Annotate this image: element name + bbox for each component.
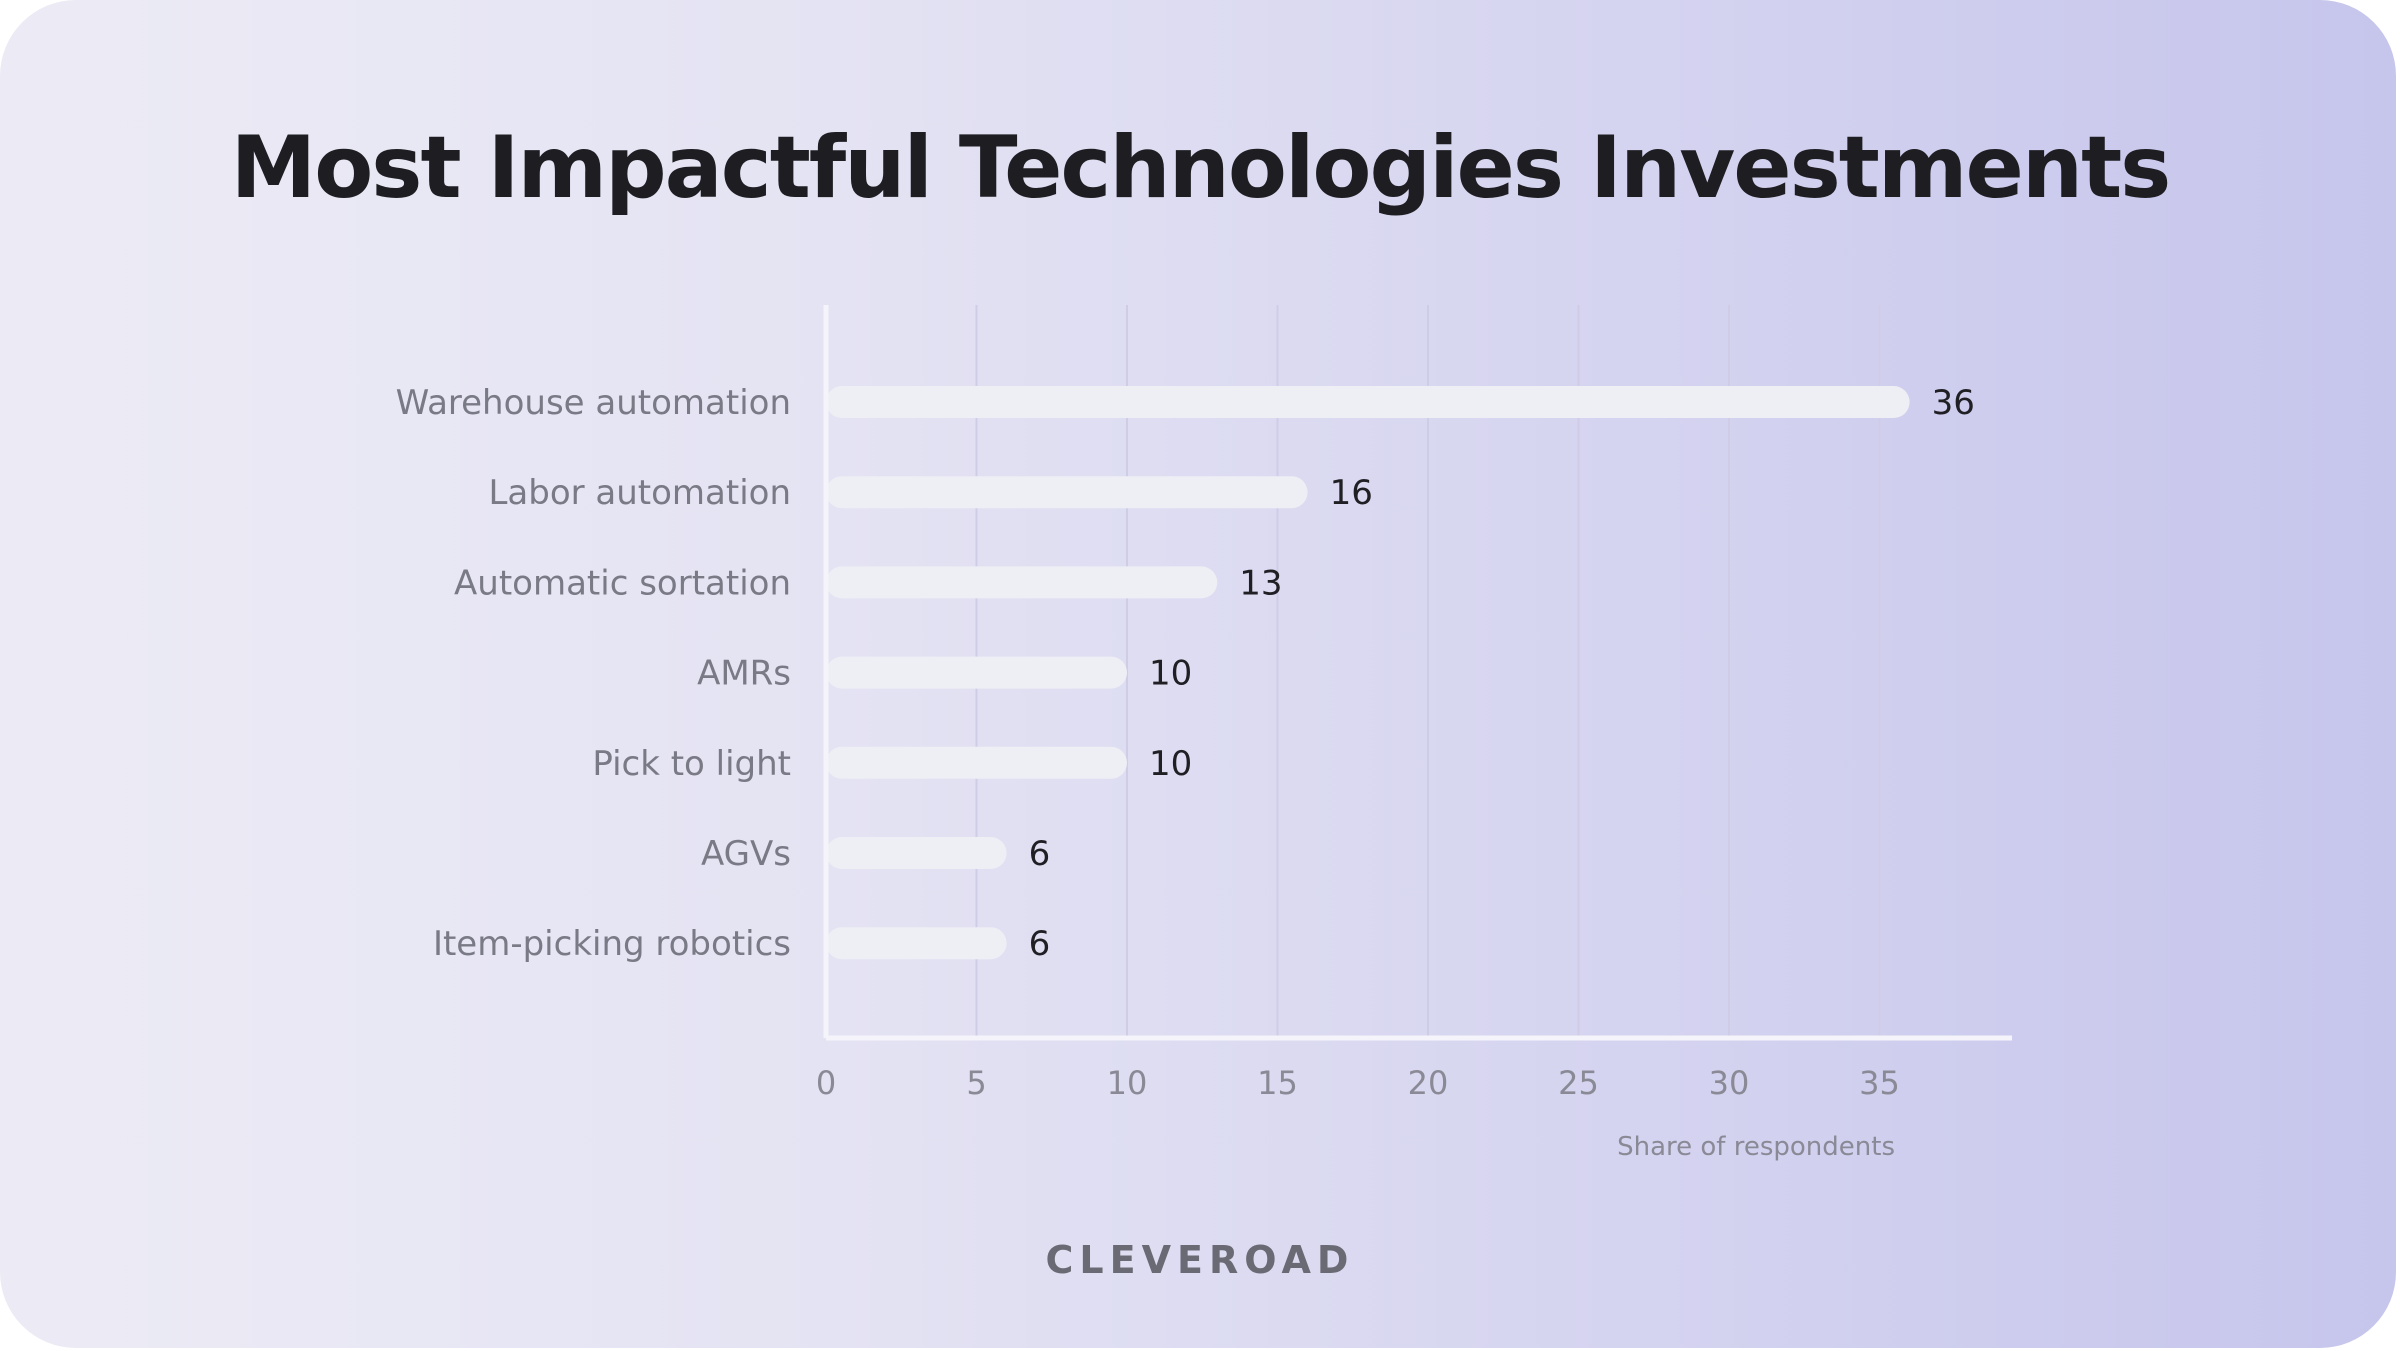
gridlines [975, 305, 1881, 1038]
bar [826, 656, 1127, 689]
x-tick-label: 25 [1558, 1064, 1599, 1102]
value-label: 10 [1149, 744, 1192, 784]
category-label: AMRs [697, 654, 791, 694]
x-tick-label: 20 [1408, 1064, 1449, 1102]
x-tick-label: 30 [1709, 1064, 1750, 1102]
x-tick-label: 5 [966, 1064, 986, 1102]
x-tick-label: 10 [1107, 1064, 1148, 1102]
x-axis-title: Share of respondents [1617, 1132, 1895, 1162]
category-label: Warehouse automation [396, 383, 791, 423]
x-tick-label: 0 [816, 1064, 836, 1102]
bar [826, 837, 1007, 869]
category-label: Pick to light [592, 744, 791, 784]
chart-title: Most Impactful Technologies Investments [230, 118, 2172, 218]
category-label: Item-picking robotics [433, 924, 791, 964]
value-label: 36 [1932, 383, 1975, 423]
bar [826, 476, 1308, 509]
bar [826, 927, 1007, 960]
brand-logo: CLEVEROAD [1045, 1238, 1355, 1282]
category-label: AGVs [701, 834, 791, 874]
bar [826, 746, 1127, 779]
value-label: 6 [1029, 924, 1051, 964]
x-tick-label: 15 [1257, 1064, 1298, 1102]
value-label: 13 [1239, 563, 1282, 603]
value-label: 10 [1149, 654, 1192, 694]
value-label: 6 [1029, 834, 1051, 874]
bars [826, 386, 1910, 960]
labels: 0 5 10 15 20 25 30 35 Warehouse automation 36 Labo… [396, 383, 1975, 1102]
bar [826, 386, 1910, 418]
value-label: 16 [1330, 473, 1373, 513]
bar [826, 566, 1218, 599]
x-tick-label: 35 [1859, 1064, 1900, 1102]
category-label: Labor automation [488, 473, 791, 513]
axes [823, 305, 2012, 1041]
category-label: Automatic sortation [454, 563, 791, 603]
